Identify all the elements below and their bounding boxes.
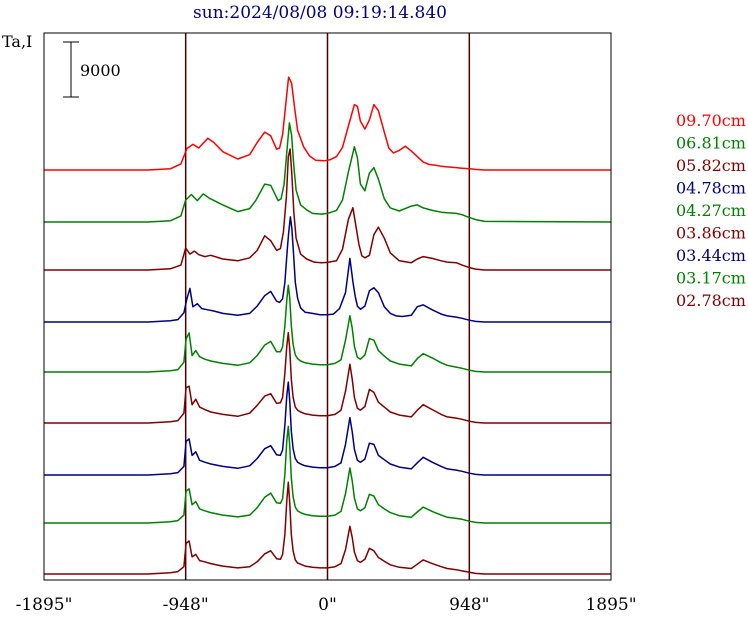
legend: 09.70cm 06.81cm 05.82cm 04.78cm 04.27cm 03.86… — [676, 111, 746, 310]
y-axis-label: Ta,I — [2, 32, 32, 51]
scale-bar-label: 9000 — [80, 61, 121, 80]
x-tick-label-2: 0" — [318, 595, 337, 614]
x-tick-label-0: -1895" — [16, 595, 73, 614]
scale-bar: 9000 — [63, 41, 121, 98]
plot-area — [44, 33, 612, 580]
legend-entry-03.86cm: 03.86cm — [676, 224, 746, 243]
legend-entry-04.27cm: 04.27cm — [676, 201, 746, 220]
legend-entry-05.82cm: 05.82cm — [676, 156, 746, 175]
series-line-04.78cm — [44, 216, 611, 323]
series-line-09.70cm — [44, 76, 611, 171]
legend-entry-06.81cm: 06.81cm — [676, 134, 746, 153]
legend-entry-02.78cm: 02.78cm — [676, 291, 746, 310]
series-line-04.27cm — [44, 284, 611, 373]
chart-title: sun:2024/08/08 09:19:14.840 — [193, 3, 447, 23]
legend-entry-09.70cm: 09.70cm — [676, 111, 746, 130]
series-line-03.86cm — [44, 331, 611, 424]
x-tick-label-1: -948" — [163, 595, 209, 614]
series-line-03.44cm — [44, 381, 611, 476]
series-line-05.82cm — [44, 148, 611, 271]
series-line-02.78cm — [44, 481, 611, 575]
legend-entry-03.17cm: 03.17cm — [676, 269, 746, 288]
legend-entry-04.78cm: 04.78cm — [676, 179, 746, 198]
legend-entry-03.44cm: 03.44cm — [676, 246, 746, 265]
x-tick-label-3: 948" — [449, 595, 489, 614]
series-line-06.81cm — [44, 122, 612, 223]
x-tick-label-4: 1895" — [585, 595, 636, 614]
series-line-03.17cm — [44, 425, 611, 524]
plot-frame — [43, 32, 612, 581]
x-axis-ticks: -1895" -948" 0" 948" 1895" — [16, 595, 637, 615]
